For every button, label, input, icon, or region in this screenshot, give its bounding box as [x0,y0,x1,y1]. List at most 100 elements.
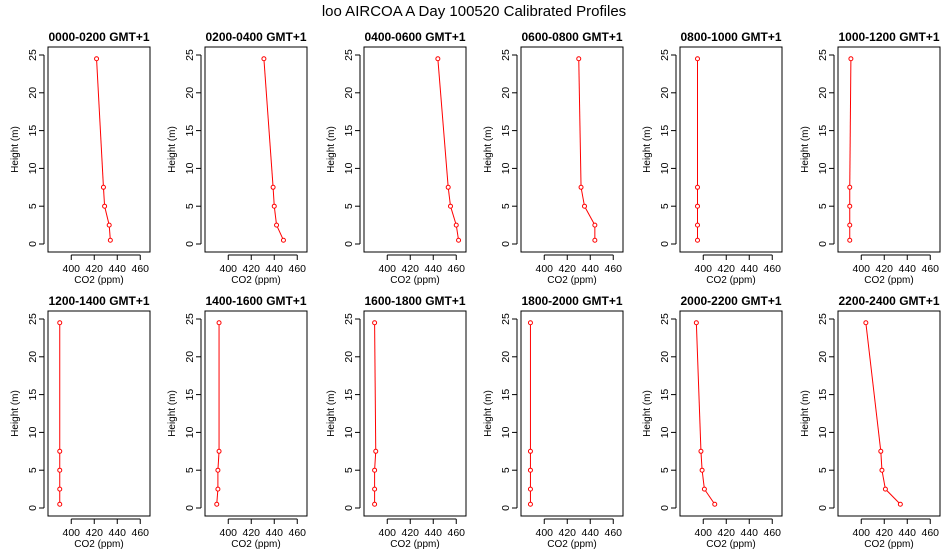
x-tick-label: 460 [604,527,622,539]
x-tick-label: 460 [288,263,306,275]
profile-segment [276,224,284,241]
x-tick-label: 420 [401,263,419,275]
x-tick-label: 460 [288,527,306,539]
panel-title: 0400-0600 GMT+1 [364,30,465,44]
profile-segment [578,58,582,188]
y-tick-label: 25 [343,49,355,61]
y-tick-label: 5 [659,467,671,473]
y-tick-label: 0 [817,241,829,247]
profile-segment [216,489,219,505]
x-tick-label: 420 [875,527,893,539]
profile-point [372,320,378,326]
x-axis-label: CO2 (ppm) [706,275,755,286]
y-tick-label: 15 [500,125,512,137]
y-tick-label: 5 [500,203,512,209]
profile-point [94,56,100,62]
profile-point [527,486,533,492]
panel-10: 1800-2000 GMT+1 400 420 440 460 0 5 10 15 20 25 CO2… [483,294,624,550]
plot-frame [47,310,151,517]
profile-segment [374,451,377,471]
y-tick-label: 15 [659,125,671,137]
y-tick-label: 10 [184,426,196,438]
y-tick-label: 25 [817,49,829,61]
x-tick-label: 440 [424,527,442,539]
y-tick-label: 10 [343,426,355,438]
plot-frame [204,310,308,517]
y-tick-label: 10 [817,426,829,438]
profile-point [102,203,108,209]
x-tick-label: 440 [898,527,916,539]
x-axis-label: CO2 (ppm) [231,539,280,550]
y-tick-label: 0 [500,241,512,247]
y-tick-label: 15 [343,389,355,401]
profile-point [695,222,700,228]
profile-point [847,184,853,190]
y-axis-label: Height (m) [167,126,178,173]
y-tick-label: 5 [500,467,512,473]
x-axis-label: CO2 (ppm) [390,539,439,550]
x-tick-label: 460 [604,263,622,275]
profile-point [372,467,378,473]
profile-point [698,448,704,454]
y-tick-label: 5 [343,467,355,473]
profile-point [216,320,222,326]
y-tick-label: 10 [659,162,671,174]
y-tick-label: 10 [27,426,39,438]
x-tick-label: 420 [558,263,576,275]
profile-segment [880,451,883,471]
x-axis-label: CO2 (ppm) [864,275,913,286]
y-tick-label: 10 [343,162,355,174]
x-tick-label: 400 [62,527,80,539]
x-tick-label: 440 [740,263,758,275]
profile-point [270,184,276,190]
profile-point [448,203,453,209]
profile-point [848,56,854,62]
profile-point [897,501,903,507]
profile-point [215,467,221,473]
x-tick-label: 460 [447,527,465,539]
panel-6: 1000-1200 GMT+1 400 420 440 460 0 5 10 15 20 25 CO2… [800,30,941,286]
profile-segment [102,187,106,207]
y-tick-label: 20 [659,87,671,99]
y-axis-label: Height (m) [800,390,811,437]
x-tick-label: 440 [265,527,283,539]
y-tick-label: 15 [817,125,829,137]
profile-point [57,448,63,454]
x-tick-label: 400 [62,263,80,275]
x-tick-label: 460 [921,527,939,539]
profile-segment [700,451,703,471]
y-axis-label: Height (m) [167,390,178,437]
profile-point [699,467,705,473]
x-tick-label: 400 [852,527,870,539]
panel-11: 2000-2200 GMT+1 400 420 440 460 0 5 10 15 20 25 CO2… [642,294,783,550]
y-tick-label: 15 [27,125,39,137]
plot-frame [363,310,467,517]
profile-point [882,486,888,492]
profile-point [576,56,582,62]
profile-point [695,56,700,62]
x-axis-label: CO2 (ppm) [231,275,280,286]
y-tick-label: 25 [659,313,671,325]
x-axis-label: CO2 (ppm) [706,539,755,550]
x-axis-label: CO2 (ppm) [864,539,913,550]
y-tick-label: 20 [817,351,829,363]
y-tick-label: 20 [184,351,196,363]
y-axis-label: Height (m) [800,126,811,173]
y-tick-label: 10 [817,162,829,174]
y-axis-label: Height (m) [326,126,337,173]
x-axis-label: CO2 (ppm) [74,539,123,550]
y-tick-label: 5 [817,203,829,209]
x-tick-label: 460 [447,263,465,275]
profile-point [445,184,451,190]
y-tick-label: 5 [659,203,671,209]
panel-title: 0800-1000 GMT+1 [680,30,781,44]
panel-title: 1000-1200 GMT+1 [838,30,939,44]
profile-point [863,320,869,326]
panel-title: 1600-1800 GMT+1 [364,294,465,308]
profile-point [578,184,584,190]
profile-segment [455,225,460,241]
profile-point [456,237,462,243]
profile-point [107,237,113,243]
panel-title: 2000-2200 GMT+1 [680,294,781,308]
profile-point [215,486,221,492]
